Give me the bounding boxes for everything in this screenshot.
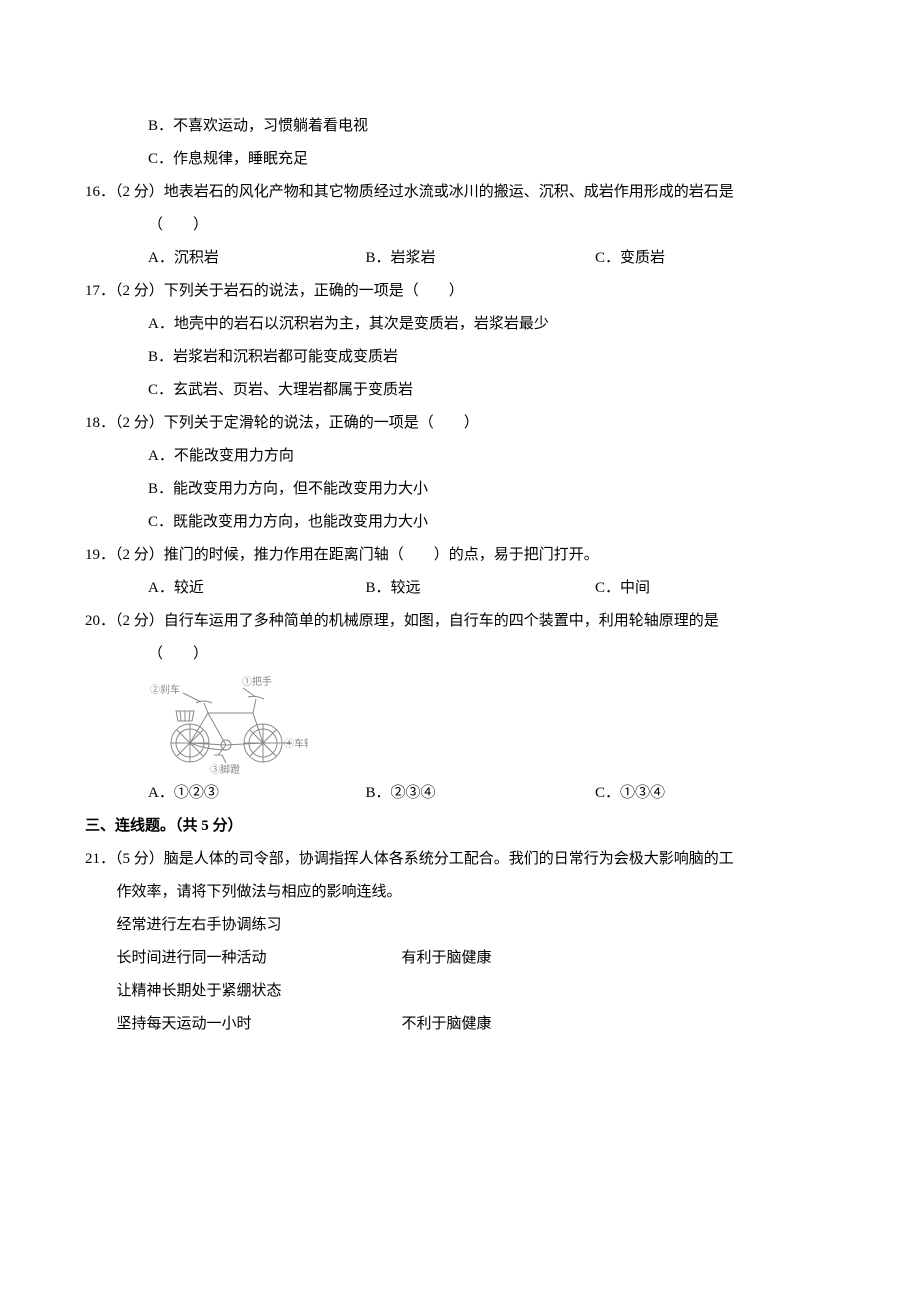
q16-option-c: C．变质岩 <box>595 242 665 275</box>
question-points: （2 分） <box>115 415 164 431</box>
bicycle-icon: ①把手 ②刹车 ③脚蹬 ④车轮 <box>148 675 308 775</box>
option-text: 既能改变用力方向，也能改变用力大小 <box>173 514 428 530</box>
q19-options: A．较近 B．较远 C．中间 <box>85 572 835 605</box>
q17-option-a: A．地壳中的岩石以沉积岩为主，其次是变质岩，岩浆岩最少 <box>85 308 835 341</box>
option-text: ①③④ <box>620 785 665 801</box>
question-points: （2 分） <box>115 283 164 299</box>
figure-label-4: ④车轮 <box>284 737 308 750</box>
q18-stem: 18．（2 分）下列关于定滑轮的说法，正确的一项是（ ） <box>85 407 835 440</box>
option-text: 岩浆岩 <box>391 250 436 266</box>
option-prefix: A． <box>148 785 174 801</box>
q21-match-row-4: 坚持每天运动一小时 不利于脑健康 <box>85 1008 835 1041</box>
question-number: 20． <box>85 613 115 629</box>
option-prefix: A． <box>148 448 174 464</box>
q17-stem: 17．（2 分）下列关于岩石的说法，正确的一项是（ ） <box>85 275 835 308</box>
q21-left-item-4: 坚持每天运动一小时 <box>117 1008 402 1041</box>
option-text: 玄武岩、页岩、大理岩都属于变质岩 <box>173 382 413 398</box>
q20-option-a: A．①②③ <box>148 777 366 810</box>
option-prefix: B． <box>148 481 173 497</box>
option-text: 较近 <box>174 580 204 596</box>
q16-options: A．沉积岩 B．岩浆岩 C．变质岩 <box>85 242 835 275</box>
q21-match-row-3: 让精神长期处于紧绷状态 <box>85 975 835 1008</box>
section-3-header: 三、连线题。（共 5 分） <box>85 810 835 843</box>
q16-option-a: A．沉积岩 <box>148 242 366 275</box>
question-text: 脑是人体的司令部，协调指挥人体各系统分工配合。我们的日常行为会极大影响脑的工 <box>164 851 734 867</box>
figure-label-3: ③脚蹬 <box>210 763 240 775</box>
q19-option-a: A．较近 <box>148 572 366 605</box>
option-text: 岩浆岩和沉积岩都可能变成变质岩 <box>173 349 398 365</box>
question-text: 下列关于岩石的说法，正确的一项是（ ） <box>164 283 464 299</box>
q20-option-c: C．①③④ <box>595 777 665 810</box>
option-prefix: B． <box>366 250 391 266</box>
option-prefix: A． <box>148 316 174 332</box>
option-prefix: C． <box>595 250 620 266</box>
option-text: ①②③ <box>174 785 219 801</box>
option-prefix: C． <box>148 151 173 167</box>
q21-stem-line1: 21．（5 分）脑是人体的司令部，协调指挥人体各系统分工配合。我们的日常行为会极… <box>85 843 835 876</box>
option-text: 不喜欢运动，习惯躺着看电视 <box>173 118 368 134</box>
question-number: 16． <box>85 184 115 200</box>
option-text: ②③④ <box>391 785 436 801</box>
q15-option-b: B．不喜欢运动，习惯躺着看电视 <box>85 110 835 143</box>
option-text: 不能改变用力方向 <box>174 448 294 464</box>
option-prefix: C． <box>148 382 173 398</box>
q17-option-c: C．玄武岩、页岩、大理岩都属于变质岩 <box>85 374 835 407</box>
figure-label-2: ②刹车 <box>150 683 180 696</box>
question-text: 地表岩石的风化产物和其它物质经过水流或冰川的搬运、沉积、成岩作用形成的岩石是 <box>164 184 734 200</box>
q19-option-c: C．中间 <box>595 572 650 605</box>
option-prefix: A． <box>148 580 174 596</box>
q20-option-b: B．②③④ <box>366 777 596 810</box>
figure-label-1: ①把手 <box>242 675 272 688</box>
question-points: （2 分） <box>115 184 164 200</box>
q16-paren: （ ） <box>85 209 835 242</box>
q21-left-item-2: 长时间进行同一种活动 <box>117 942 402 975</box>
option-prefix: C． <box>595 785 620 801</box>
option-text: 变质岩 <box>620 250 665 266</box>
question-text: 推门的时候，推力作用在距离门轴（ ）的点，易于把门打开。 <box>164 547 599 563</box>
option-prefix: B． <box>148 349 173 365</box>
q19-stem: 19．（2 分）推门的时候，推力作用在距离门轴（ ）的点，易于把门打开。 <box>85 539 835 572</box>
option-prefix: B． <box>366 785 391 801</box>
question-number: 18． <box>85 415 115 431</box>
q18-option-a: A．不能改变用力方向 <box>85 440 835 473</box>
q21-left-item-3: 让精神长期处于紧绷状态 <box>117 975 402 1008</box>
option-text: 中间 <box>620 580 650 596</box>
option-prefix: B． <box>366 580 391 596</box>
option-text: 能改变用力方向，但不能改变用力大小 <box>173 481 428 497</box>
question-points: （2 分） <box>115 547 164 563</box>
q20-paren: （ ） <box>85 638 835 671</box>
option-prefix: A． <box>148 250 174 266</box>
question-text: 下列关于定滑轮的说法，正确的一项是（ ） <box>164 415 479 431</box>
q21-stem-line2: 作效率，请将下列做法与相应的影响连线。 <box>85 876 835 909</box>
option-prefix: C． <box>595 580 620 596</box>
q20-options: A．①②③ B．②③④ C．①③④ <box>85 777 835 810</box>
question-text: 自行车运用了多种简单的机械原理，如图，自行车的四个装置中，利用轮轴原理的是 <box>164 613 719 629</box>
q20-bicycle-figure: ①把手 ②刹车 ③脚蹬 ④车轮 <box>148 675 308 775</box>
q21-match-row-2: 长时间进行同一种活动 有利于脑健康 <box>85 942 835 975</box>
q15-option-c: C．作息规律，睡眠充足 <box>85 143 835 176</box>
option-text: 地壳中的岩石以沉积岩为主，其次是变质岩，岩浆岩最少 <box>174 316 549 332</box>
option-prefix: B． <box>148 118 173 134</box>
option-prefix: C． <box>148 514 173 530</box>
question-points: （2 分） <box>115 613 164 629</box>
q16-stem: 16．（2 分）地表岩石的风化产物和其它物质经过水流或冰川的搬运、沉积、成岩作用… <box>85 176 835 209</box>
q19-option-b: B．较远 <box>366 572 596 605</box>
question-number: 19． <box>85 547 115 563</box>
q21-right-good: 有利于脑健康 <box>402 942 492 975</box>
option-text: 较远 <box>391 580 421 596</box>
option-text: 作息规律，睡眠充足 <box>173 151 308 167</box>
q21-left-item-1: 经常进行左右手协调练习 <box>117 909 402 942</box>
q21-right-bad: 不利于脑健康 <box>402 1008 492 1041</box>
q18-option-c: C．既能改变用力方向，也能改变用力大小 <box>85 506 835 539</box>
question-points: （5 分） <box>115 851 164 867</box>
question-number: 17． <box>85 283 115 299</box>
q18-option-b: B．能改变用力方向，但不能改变用力大小 <box>85 473 835 506</box>
q20-stem: 20．（2 分）自行车运用了多种简单的机械原理，如图，自行车的四个装置中，利用轮… <box>85 605 835 638</box>
option-text: 沉积岩 <box>174 250 219 266</box>
q17-option-b: B．岩浆岩和沉积岩都可能变成变质岩 <box>85 341 835 374</box>
question-number: 21． <box>85 851 115 867</box>
q16-option-b: B．岩浆岩 <box>366 242 596 275</box>
q21-match-row-1: 经常进行左右手协调练习 <box>85 909 835 942</box>
